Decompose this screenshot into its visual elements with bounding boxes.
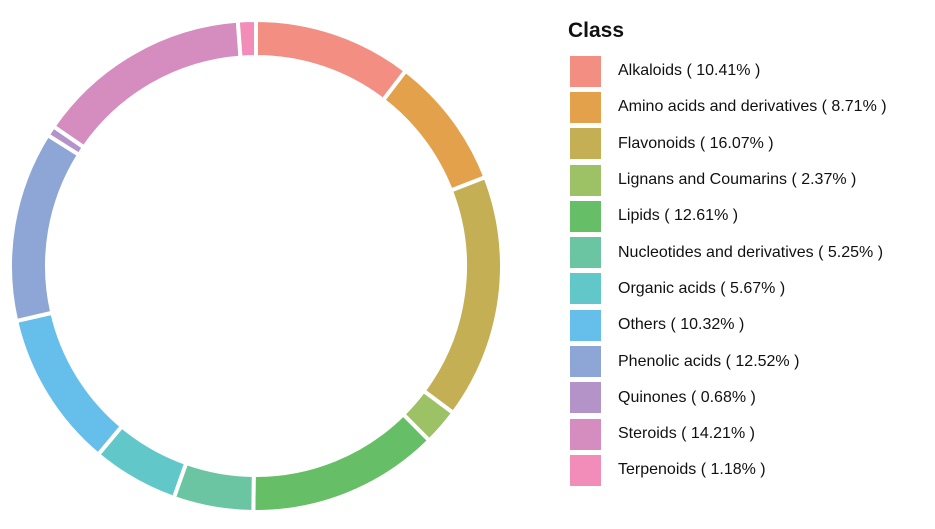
legend-label: Lipids ( 12.61% ): [618, 207, 739, 225]
legend-item: Terpenoids ( 1.18% ): [568, 452, 928, 488]
legend-items: Alkaloids ( 10.41% ) Amino acids and deri…: [568, 53, 928, 489]
legend-item: Quinones ( 0.68% ): [568, 380, 928, 416]
legend: Class Alkaloids ( 10.41% ) Amino acids an…: [568, 14, 928, 489]
legend-swatch: [570, 91, 601, 123]
donut-slice-flavonoids: [420, 174, 504, 416]
legend-swatch: [570, 309, 601, 341]
legend-swatch: [570, 128, 601, 160]
legend-swatch: [570, 273, 601, 305]
legend-swatch: [570, 237, 601, 269]
donut-slice-alkaloids: [254, 17, 409, 103]
legend-label: Flavonoids ( 16.07% ): [618, 134, 774, 152]
legend-label: Nucleotides and derivatives ( 5.25% ): [618, 243, 884, 261]
legend-swatch: [570, 55, 601, 87]
legend-label: Organic acids ( 5.67% ): [618, 279, 786, 297]
donut-slice-nucleotides-and-derivatives: [171, 460, 256, 515]
legend-label: Steroids ( 14.21% ): [618, 425, 755, 443]
legend-item: Flavonoids ( 16.07% ): [568, 126, 928, 162]
legend-label: Phenolic acids ( 12.52% ): [618, 352, 800, 370]
legend-swatch: [570, 164, 601, 196]
legend-item: Others ( 10.32% ): [568, 307, 928, 343]
legend-label: Quinones ( 0.68% ): [618, 388, 756, 406]
legend-swatch: [570, 418, 601, 450]
legend-item: Lipids ( 12.61% ): [568, 198, 928, 234]
legend-swatch: [570, 382, 601, 414]
legend-title: Class: [568, 19, 625, 42]
legend-swatch: [570, 454, 601, 486]
legend-item: Phenolic acids ( 12.52% ): [568, 343, 928, 379]
donut-slice-lipids: [251, 411, 433, 514]
legend-item: Steroids ( 14.21% ): [568, 416, 928, 452]
legend-label: Terpenoids ( 1.18% ): [618, 461, 766, 479]
legend-item: Organic acids ( 5.67% ): [568, 271, 928, 307]
legend-item: Lignans and Coumarins ( 2.37% ): [568, 162, 928, 198]
legend-item: Amino acids and derivatives ( 8.71% ): [568, 89, 928, 125]
donut-slice-amino-acids-and-derivatives: [380, 67, 488, 194]
donut-chart: [8, 17, 504, 515]
legend-swatch: [570, 346, 601, 378]
donut-slice-phenolic-acids: [8, 132, 82, 324]
donut-slice-terpenoids: [235, 17, 258, 60]
legend-item: Nucleotides and derivatives ( 5.25% ): [568, 234, 928, 270]
donut-slice-steroids: [50, 18, 243, 151]
legend-label: Alkaloids ( 10.41% ): [618, 62, 761, 80]
legend-swatch: [570, 200, 601, 232]
legend-label: Amino acids and derivatives ( 8.71% ): [618, 98, 887, 116]
donut-slice-others: [13, 310, 125, 458]
legend-label: Others ( 10.32% ): [618, 316, 745, 334]
legend-item: Alkaloids ( 10.41% ): [568, 53, 928, 89]
legend-label: Lignans and Coumarins ( 2.37% ): [618, 171, 857, 189]
